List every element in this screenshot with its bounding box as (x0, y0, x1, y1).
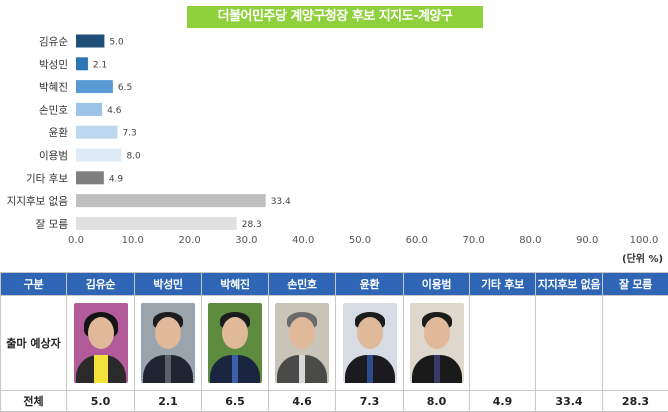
value-cell: 4.9 (470, 391, 536, 412)
header-cell-label: 구분 (1, 273, 67, 296)
bar (76, 35, 104, 48)
value-cell: 4.6 (269, 391, 336, 412)
value-row: 전체 5.0 2.1 6.5 4.6 7.3 8.0 4.9 33.4 28.3 (1, 391, 668, 412)
data-label: 2.1 (93, 60, 107, 70)
x-tick-label: 60.0 (406, 235, 428, 246)
category-label: 박혜진 (39, 82, 68, 94)
x-tick-label: 50.0 (349, 235, 371, 246)
data-label: 4.6 (107, 106, 122, 116)
data-label: 5.0 (109, 38, 124, 48)
x-tick-label: 40.0 (292, 235, 314, 246)
header-cell: 박혜진 (202, 273, 269, 296)
value-cell: 6.5 (202, 391, 269, 412)
photo-cell (404, 296, 470, 391)
bar (76, 126, 117, 139)
row-label-candidates: 출마 예상자 (1, 296, 67, 391)
header-cell: 기타 후보 (470, 273, 536, 296)
data-label: 8.0 (126, 152, 141, 162)
candidate-table: 구분 김유순 박성민 박혜진 손민호 윤환 이용범 기타 후보 지지후보 없음 … (0, 272, 668, 412)
bar (76, 194, 266, 207)
data-label: 28.3 (242, 220, 262, 230)
category-label: 박성민 (39, 59, 68, 71)
candidate-photo-man (208, 303, 262, 383)
empty-photo-cell (470, 296, 536, 391)
x-tick-label: 80.0 (519, 235, 541, 246)
candidate-photo-woman (74, 303, 128, 383)
photo-row: 출마 예상자 (1, 296, 668, 391)
bar (76, 103, 102, 116)
bar (76, 217, 237, 230)
x-tick-label: 20.0 (178, 235, 200, 246)
x-tick-label: 0.0 (68, 235, 84, 246)
header-cell: 잘 모름 (603, 273, 668, 296)
header-cell: 손민호 (269, 273, 336, 296)
value-cell: 7.3 (336, 391, 404, 412)
x-tick-label: 10.0 (122, 235, 144, 246)
candidate-photo-man (343, 303, 397, 383)
value-cell: 28.3 (603, 391, 668, 412)
header-cell: 윤환 (336, 273, 404, 296)
data-label: 4.9 (109, 174, 124, 184)
x-tick-label: 100.0 (630, 235, 659, 246)
category-label: 이용범 (39, 150, 68, 162)
photo-cell (202, 296, 269, 391)
bar (76, 149, 121, 162)
x-tick-label: 90.0 (576, 235, 598, 246)
candidate-photo-man-glasses (410, 303, 464, 383)
category-label: 손민호 (39, 104, 68, 116)
unit-label: (단위 %) (622, 250, 663, 265)
x-tick-label: 30.0 (235, 235, 257, 246)
category-label: 지지후보 없음 (7, 195, 69, 208)
value-cell: 8.0 (404, 391, 470, 412)
header-cell: 이용범 (404, 273, 470, 296)
category-label: 윤환 (49, 127, 69, 139)
photo-cell (67, 296, 135, 391)
row-label-total: 전체 (1, 391, 67, 412)
value-cell: 5.0 (67, 391, 135, 412)
header-cell: 지지후보 없음 (536, 273, 603, 296)
bar (76, 57, 88, 70)
data-label: 7.3 (122, 129, 136, 139)
category-label: 김유순 (39, 36, 68, 48)
table-header-row: 구분 김유순 박성민 박혜진 손민호 윤환 이용범 기타 후보 지지후보 없음 … (1, 273, 668, 296)
photo-cell (336, 296, 404, 391)
photo-cell (269, 296, 336, 391)
candidate-photo-man (141, 303, 195, 383)
bar (76, 171, 104, 184)
value-cell: 33.4 (536, 391, 603, 412)
header-cell: 박성민 (135, 273, 202, 296)
bar (76, 80, 113, 93)
value-cell: 2.1 (135, 391, 202, 412)
x-tick-label: 70.0 (462, 235, 484, 246)
category-label: 기타 후보 (26, 173, 68, 185)
category-label: 잘 모름 (36, 218, 69, 230)
candidate-photo-man-glasses (275, 303, 329, 383)
empty-photo-cell (536, 296, 603, 391)
photo-cell (135, 296, 202, 391)
data-label: 6.5 (118, 83, 132, 93)
header-cell: 김유순 (67, 273, 135, 296)
data-label: 33.4 (271, 197, 291, 207)
bar-chart: 김유순 5.0 박성민 2.1 박혜진 6.5 손민호 4.6 윤환 7.3 이용범 8.0 기타 후보… (0, 0, 668, 262)
empty-photo-cell (603, 296, 668, 391)
